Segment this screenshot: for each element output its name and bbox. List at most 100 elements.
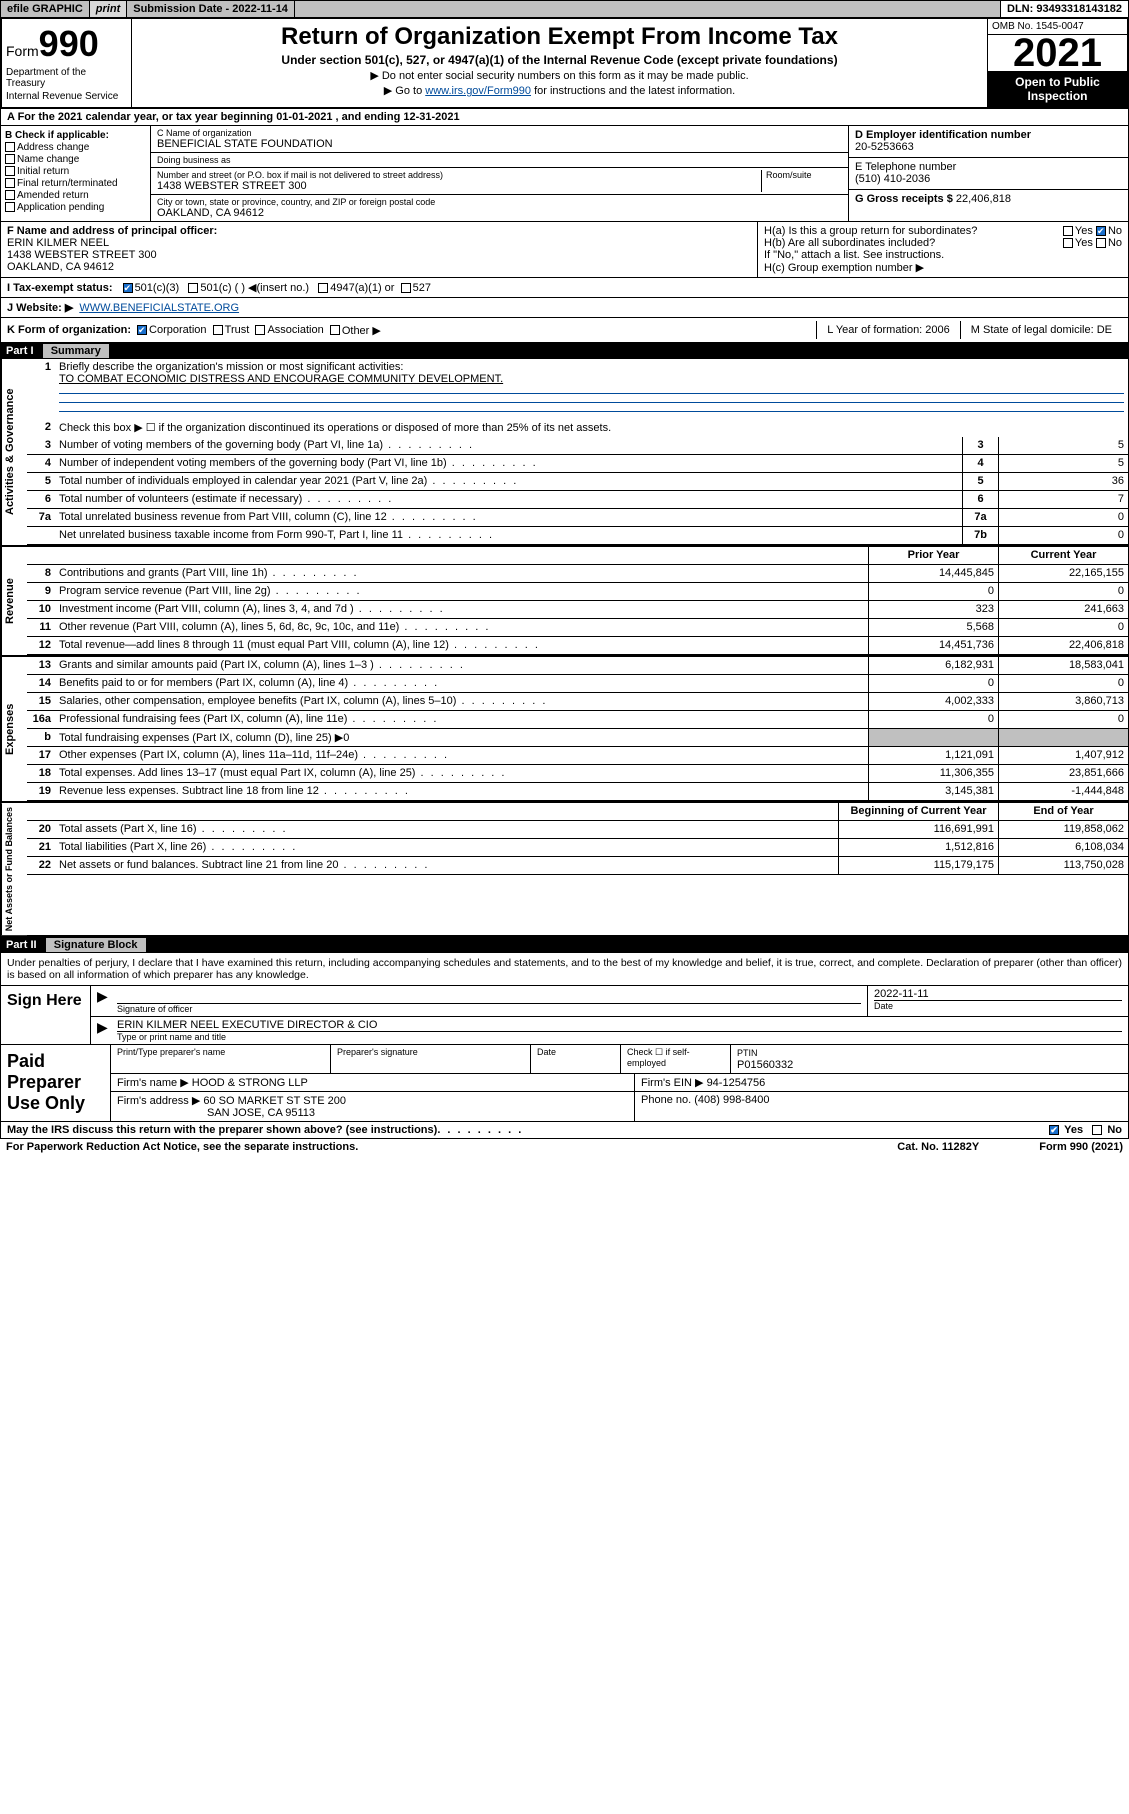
l-year: L Year of formation: 2006 [816, 321, 960, 339]
form-note1: ▶ Do not enter social security numbers o… [144, 69, 975, 82]
b-title: B Check if applicable: [5, 130, 146, 141]
section-f: F Name and address of principal officer:… [1, 222, 758, 277]
c-street: Number and street (or P.O. box if mail i… [151, 168, 848, 195]
k-trust[interactable] [213, 325, 223, 335]
form-note2: ▶ Go to www.irs.gov/Form990 for instruct… [144, 84, 975, 97]
table-row: 10Investment income (Part VIII, column (… [27, 601, 1128, 619]
governance-label: Activities & Governance [1, 359, 27, 545]
prep-firmname: Firm's name ▶ HOOD & STRONG LLP [111, 1074, 635, 1091]
g-gross: G Gross receipts $ 22,406,818 [849, 190, 1128, 221]
i-527[interactable] [401, 283, 411, 293]
d-ein: D Employer identification number 20-5253… [849, 126, 1128, 158]
b-namechange[interactable]: Name change [5, 154, 146, 165]
discuss-yes[interactable] [1049, 1125, 1059, 1135]
section-b: B Check if applicable: Address change Na… [1, 126, 151, 221]
row-j: J Website: ▶ WWW.BENEFICIALSTATE.ORG [0, 298, 1129, 318]
table-row: 13Grants and similar amounts paid (Part … [27, 657, 1128, 675]
table-row: 22Net assets or fund balances. Subtract … [27, 857, 1128, 875]
table-row: 3Number of voting members of the governi… [27, 437, 1128, 455]
netassets-label: Net Assets or Fund Balances [1, 803, 27, 935]
section-fh: F Name and address of principal officer:… [0, 222, 1129, 278]
sig-declaration: Under penalties of perjury, I declare th… [0, 953, 1129, 986]
prep-phone: Phone no. (408) 998-8400 [635, 1092, 1128, 1121]
i-501c[interactable] [188, 283, 198, 293]
sign-here-block: Sign Here ▶ Signature of officer 2022-11… [0, 986, 1129, 1045]
row-klm: K Form of organization: Corporation Trus… [0, 318, 1129, 343]
tax-year: 2021 [988, 35, 1127, 71]
discuss-no[interactable] [1092, 1125, 1102, 1135]
efile-button[interactable]: efile GRAPHIC [1, 1, 90, 17]
cat-no: Cat. No. 11282Y [897, 1141, 979, 1153]
website-link[interactable]: WWW.BENEFICIALSTATE.ORG [79, 302, 239, 314]
sig-name: ERIN KILMER NEEL EXECUTIVE DIRECTOR & CI… [117, 1019, 1122, 1032]
table-row: 5Total number of individuals employed in… [27, 473, 1128, 491]
header-left: Form990 Department of the Treasury Inter… [2, 19, 132, 107]
section-deg: D Employer identification number 20-5253… [848, 126, 1128, 221]
table-row: 15Salaries, other compensation, employee… [27, 693, 1128, 711]
preparer-label: Paid Preparer Use Only [1, 1045, 111, 1121]
paperwork: For Paperwork Reduction Act Notice, see … [6, 1141, 358, 1153]
prep-firmein: Firm's EIN ▶ 94-1254756 [635, 1074, 1128, 1091]
expenses-group: Expenses 13Grants and similar amounts pa… [1, 657, 1128, 803]
part2-header: Part II Signature Block [0, 937, 1129, 953]
section-c: C Name of organization BENEFICIAL STATE … [151, 126, 848, 221]
topbar-spacer [295, 1, 1001, 17]
prep-h3: Date [531, 1045, 621, 1073]
dept-treasury: Department of the Treasury [6, 67, 127, 89]
k-corp[interactable] [137, 325, 147, 335]
table-row: 18Total expenses. Add lines 13–17 (must … [27, 765, 1128, 783]
irs-label: Internal Revenue Service [6, 91, 127, 102]
k-other[interactable] [330, 325, 340, 335]
print-button[interactable]: print [90, 1, 127, 17]
header-mid: Return of Organization Exempt From Incom… [132, 19, 987, 107]
b-amended[interactable]: Amended return [5, 190, 146, 201]
prep-ptin: PTINP01560332 [731, 1045, 1128, 1073]
expenses-label: Expenses [1, 657, 27, 801]
b-initial[interactable]: Initial return [5, 166, 146, 177]
h-b: H(b) Are all subordinates included? Yes … [764, 237, 1122, 249]
l1: Briefly describe the organization's miss… [55, 359, 1128, 419]
m-state: M State of legal domicile: DE [960, 321, 1122, 339]
table-row: 11Other revenue (Part VIII, column (A), … [27, 619, 1128, 637]
row-i: I Tax-exempt status: 501(c)(3) 501(c) ( … [0, 278, 1129, 298]
part1-header: Part I Summary [0, 343, 1129, 359]
c-name: C Name of organization BENEFICIAL STATE … [151, 126, 848, 153]
table-row: 16aProfessional fundraising fees (Part I… [27, 711, 1128, 729]
b-addrchange[interactable]: Address change [5, 142, 146, 153]
arrow-icon: ▶ [91, 986, 111, 1016]
net-header: Beginning of Current Year End of Year [27, 803, 1128, 821]
form-ref: Form 990 (2021) [1039, 1141, 1123, 1153]
irs-link[interactable]: www.irs.gov/Form990 [425, 85, 531, 97]
table-row: 20Total assets (Part X, line 16)116,691,… [27, 821, 1128, 839]
governance-group: Activities & Governance 1 Briefly descri… [1, 359, 1128, 547]
section-bcdeg: B Check if applicable: Address change Na… [0, 126, 1129, 222]
row-a-taxyear: A For the 2021 calendar year, or tax yea… [0, 109, 1129, 126]
c-city: City or town, state or province, country… [151, 195, 848, 221]
table-row: 12Total revenue—add lines 8 through 11 (… [27, 637, 1128, 655]
b-final[interactable]: Final return/terminated [5, 178, 146, 189]
form-subtitle: Under section 501(c), 527, or 4947(a)(1)… [144, 53, 975, 67]
h-b-note: If "No," attach a list. See instructions… [764, 249, 1122, 261]
footer: For Paperwork Reduction Act Notice, see … [0, 1139, 1129, 1155]
k-assoc[interactable] [255, 325, 265, 335]
h-c: H(c) Group exemption number ▶ [764, 261, 1122, 274]
prep-h1: Print/Type preparer's name [111, 1045, 331, 1073]
b-pending[interactable]: Application pending [5, 202, 146, 213]
i-4947[interactable] [318, 283, 328, 293]
topbar: efile GRAPHIC print Submission Date - 20… [0, 0, 1129, 18]
discuss-row: May the IRS discuss this return with the… [0, 1122, 1129, 1139]
c-dba: Doing business as [151, 153, 848, 168]
preparer-block: Paid Preparer Use Only Print/Type prepar… [0, 1045, 1129, 1122]
form-number: Form990 [6, 23, 127, 65]
dln: DLN: 93493318143182 [1001, 1, 1128, 17]
h-a: H(a) Is this a group return for subordin… [764, 225, 1122, 237]
header-right: OMB No. 1545-0047 2021 Open to Public In… [987, 19, 1127, 107]
netassets-group: Net Assets or Fund Balances Beginning of… [1, 803, 1128, 936]
table-row: 7aTotal unrelated business revenue from … [27, 509, 1128, 527]
prep-h2: Preparer's signature [331, 1045, 531, 1073]
sig-name-label: Type or print name and title [117, 1032, 1122, 1042]
form-title: Return of Organization Exempt From Incom… [144, 23, 975, 51]
table-row: 17Other expenses (Part IX, column (A), l… [27, 747, 1128, 765]
prep-firmaddr: Firm's address ▶ 60 SO MARKET ST STE 200… [111, 1092, 635, 1121]
i-501c3[interactable] [123, 283, 133, 293]
